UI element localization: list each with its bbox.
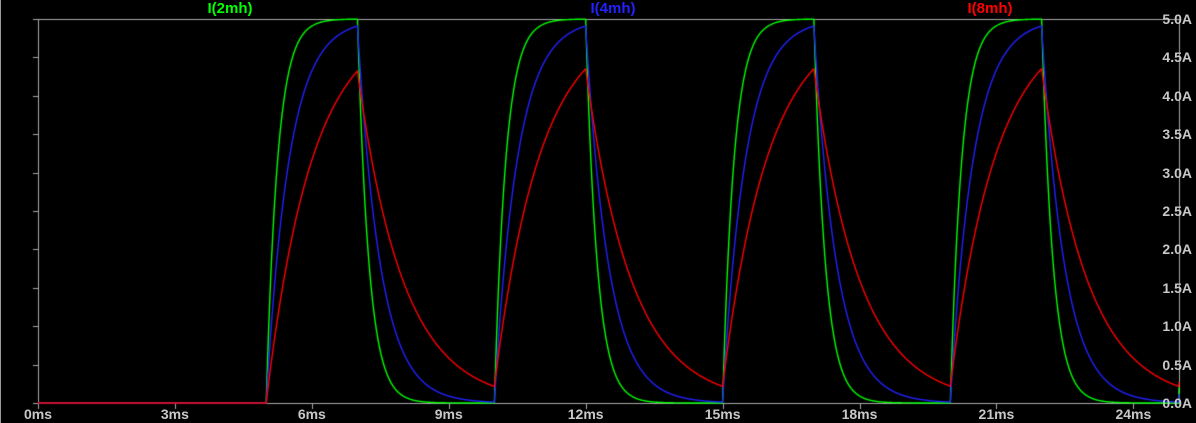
x-tick-label: 15ms [704, 406, 741, 422]
y-tick-label: 2.5A [1162, 203, 1192, 219]
x-tick-label: 12ms [567, 406, 604, 422]
x-tick-label: 21ms [978, 406, 1015, 422]
trace-label-2mh[interactable]: I(2mh) [207, 0, 253, 17]
x-tick-label: 3ms [160, 406, 189, 422]
pane-left-edge [0, 0, 1, 423]
x-tick-label: 24ms [1115, 406, 1152, 422]
x-tick-label: 0ms [23, 406, 53, 422]
x-tick-label: 9ms [434, 406, 463, 422]
y-tick-label: 3.0A [1162, 164, 1192, 181]
y-tick-label: 2.0A [1162, 241, 1192, 258]
x-tick-label: 18ms [841, 406, 878, 422]
trace-label-8mh[interactable]: I(8mh) [967, 0, 1013, 17]
trace-label-4mh[interactable]: I(4mh) [590, 0, 636, 17]
y-tick-label: 3.5A [1162, 126, 1192, 143]
y-tick-label: 1.5A [1162, 279, 1192, 296]
y-tick-label: 4.0A [1162, 87, 1192, 104]
y-tick-label: 1.0A [1162, 318, 1192, 335]
y-tick-label: 0.5A [1162, 356, 1192, 373]
y-tick-label: 5.0A [1162, 11, 1192, 27]
y-tick-label: 0.0A [1162, 395, 1192, 411]
x-tick-label: 6ms [297, 406, 326, 422]
y-tick-label: 4.5A [1162, 49, 1192, 66]
